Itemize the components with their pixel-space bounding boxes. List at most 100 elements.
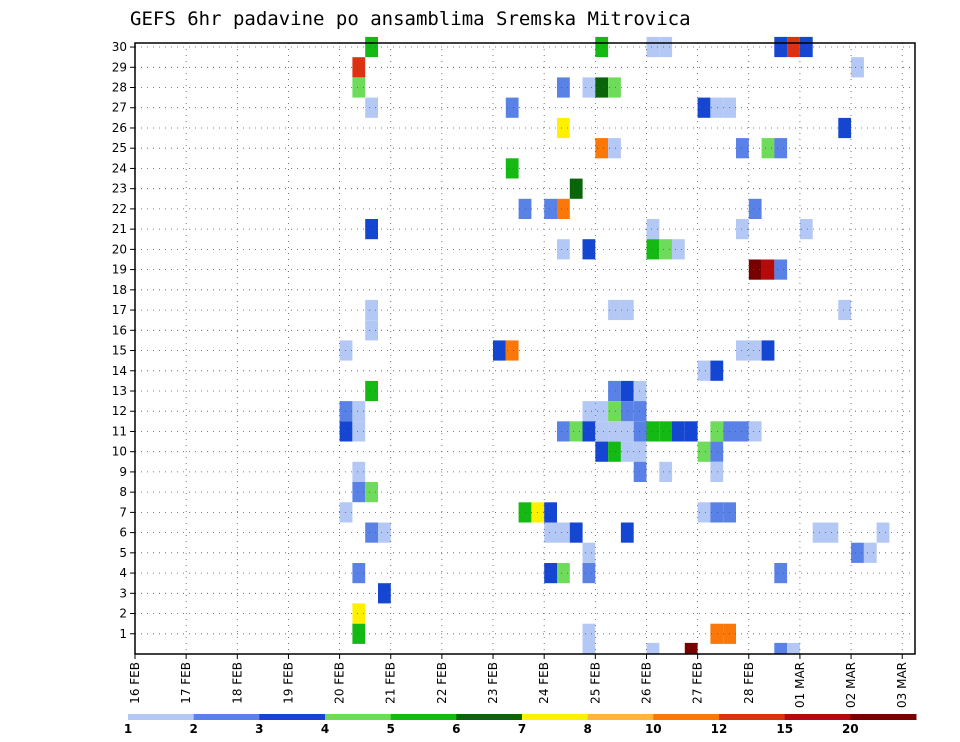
y-tick-label: 12 xyxy=(112,404,127,418)
x-tick-label: 20 FEB xyxy=(333,662,347,704)
y-tick-label: 15 xyxy=(112,344,127,358)
precip-cell xyxy=(646,239,660,260)
precip-cell xyxy=(582,563,596,584)
precip-cell xyxy=(646,36,660,58)
colorbar-swatch xyxy=(587,714,654,720)
precip-cell xyxy=(838,117,852,139)
y-tick-label: 9 xyxy=(119,465,127,479)
y-tick-label: 11 xyxy=(112,425,127,439)
precip-cell xyxy=(774,563,788,584)
precip-cell xyxy=(774,36,788,58)
precip-cell xyxy=(582,542,596,563)
precip-cell xyxy=(774,642,788,654)
y-tick-label: 23 xyxy=(112,182,127,196)
precip-cell xyxy=(544,502,557,523)
precip-cell xyxy=(595,36,609,58)
precip-cell xyxy=(352,482,366,503)
precip-cell xyxy=(761,138,775,159)
y-tick-label: 18 xyxy=(112,283,127,297)
precip-cell xyxy=(748,421,762,442)
precip-cell xyxy=(672,421,685,442)
precip-cell xyxy=(582,239,596,260)
precip-cell xyxy=(851,57,864,78)
y-tick-label: 28 xyxy=(112,81,127,95)
precip-cell xyxy=(352,623,366,644)
precip-cell xyxy=(365,219,378,240)
precip-cell xyxy=(557,239,570,260)
y-tick-label: 29 xyxy=(112,60,127,74)
y-tick-label: 14 xyxy=(112,364,127,378)
precip-cell xyxy=(710,97,724,118)
precip-cell xyxy=(505,340,519,361)
precip-cell xyxy=(633,401,647,422)
precip-cell xyxy=(659,239,673,260)
precip-cell xyxy=(851,542,864,563)
precip-cell xyxy=(608,138,621,159)
precip-cell xyxy=(710,502,724,523)
colorbar-label: 5 xyxy=(387,722,395,736)
precip-cell xyxy=(799,219,813,240)
precip-cell xyxy=(595,77,609,98)
y-tick-label: 17 xyxy=(112,303,127,317)
precip-cell xyxy=(505,97,519,118)
precip-cell xyxy=(710,360,724,381)
precip-cell xyxy=(710,421,724,442)
precip-cell xyxy=(787,36,800,58)
y-tick-label: 16 xyxy=(112,323,127,337)
precip-cell xyxy=(595,441,609,462)
y-tick-label: 21 xyxy=(112,222,127,236)
x-tick-label: 01 MAR xyxy=(793,662,807,708)
colorbar-label: 4 xyxy=(321,722,329,736)
precip-cell xyxy=(557,198,570,219)
x-axis: 16 FEB 17 FEB 18 FEB 19 FEB 20 FEB 21 FEB 22 F… xyxy=(128,654,909,708)
precip-cell xyxy=(774,138,788,159)
precip-cell xyxy=(710,623,724,644)
precip-cell xyxy=(697,97,711,118)
precip-cell xyxy=(697,502,711,523)
precip-cell xyxy=(595,401,609,422)
precip-cell xyxy=(557,117,570,139)
precip-cell xyxy=(365,36,378,58)
colorbar: 1 2 3 4 5 6 7 8 10 12 15 20 xyxy=(124,714,917,736)
y-tick-label: 8 xyxy=(119,485,127,499)
precip-cell xyxy=(697,441,711,462)
colorbar-label: 10 xyxy=(645,722,662,736)
colorbar-label: 6 xyxy=(452,722,460,736)
precip-cell xyxy=(748,259,762,280)
precip-cell xyxy=(365,320,378,341)
y-tick-label: 4 xyxy=(119,566,127,580)
precip-cell xyxy=(736,340,749,361)
precip-cell xyxy=(633,461,647,482)
y-tick-label: 7 xyxy=(119,505,127,519)
y-tick-label: 20 xyxy=(112,242,127,256)
colorbar-swatch xyxy=(390,714,457,720)
colorbar-swatch xyxy=(719,714,786,720)
precip-cell xyxy=(569,178,583,199)
y-tick-label: 24 xyxy=(112,161,127,175)
precip-cell xyxy=(761,259,775,280)
precip-cell xyxy=(736,219,749,240)
colorbar-swatch xyxy=(193,714,260,720)
precip-cell xyxy=(505,158,519,179)
colorbar-label: 15 xyxy=(776,722,793,736)
x-tick-label: 16 FEB xyxy=(128,662,142,704)
x-tick-label: 25 FEB xyxy=(588,662,602,704)
precip-cell xyxy=(365,97,378,118)
x-tick-label: 24 FEB xyxy=(537,662,551,704)
colorbar-swatch xyxy=(456,714,523,720)
precip-cell xyxy=(582,77,596,98)
precip-cell xyxy=(608,401,621,422)
y-tick-label: 13 xyxy=(112,384,127,398)
y-tick-label: 26 xyxy=(112,121,127,135)
colorbar-label: 8 xyxy=(584,722,592,736)
precip-cell xyxy=(646,219,660,240)
colorbar-swatch xyxy=(259,714,326,720)
precip-cell xyxy=(659,421,673,442)
precip-cell xyxy=(378,522,391,543)
precip-cell xyxy=(352,421,366,442)
x-tick-label: 02 MAR xyxy=(844,662,858,708)
precip-cell xyxy=(799,36,813,58)
precip-cell xyxy=(352,563,366,584)
precip-cell xyxy=(646,421,660,442)
